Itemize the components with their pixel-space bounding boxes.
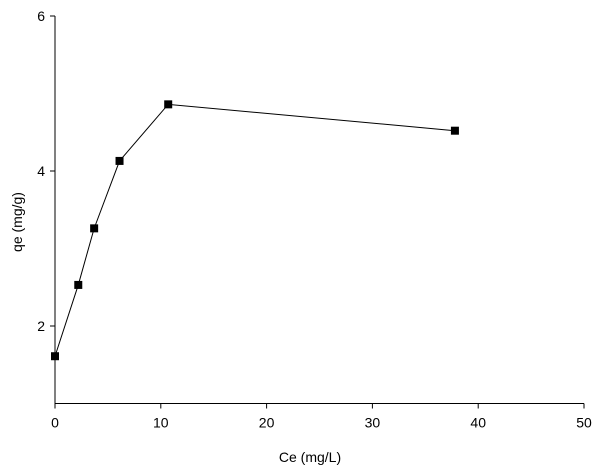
x-axis-title: Ce (mg/L) (279, 449, 341, 465)
data-point (450, 126, 459, 135)
data-point (51, 352, 59, 361)
data-point (90, 224, 99, 233)
x-tick-label: 50 (576, 415, 592, 431)
data-line (54, 103, 455, 357)
x-tick-label: 10 (153, 415, 169, 431)
x-tick-label: 40 (470, 415, 486, 431)
x-tick-label: 20 (259, 415, 275, 431)
y-tick-label: 6 (37, 8, 45, 24)
data-point (74, 280, 83, 289)
y-tick-label: 2 (37, 318, 45, 334)
x-tick-label: 30 (365, 415, 381, 431)
data-point (164, 100, 173, 109)
data-point (115, 156, 124, 165)
y-axis-title: qe (mg/g) (9, 192, 25, 252)
x-tick-label: 0 (51, 415, 59, 431)
y-tick-label: 4 (37, 163, 45, 179)
